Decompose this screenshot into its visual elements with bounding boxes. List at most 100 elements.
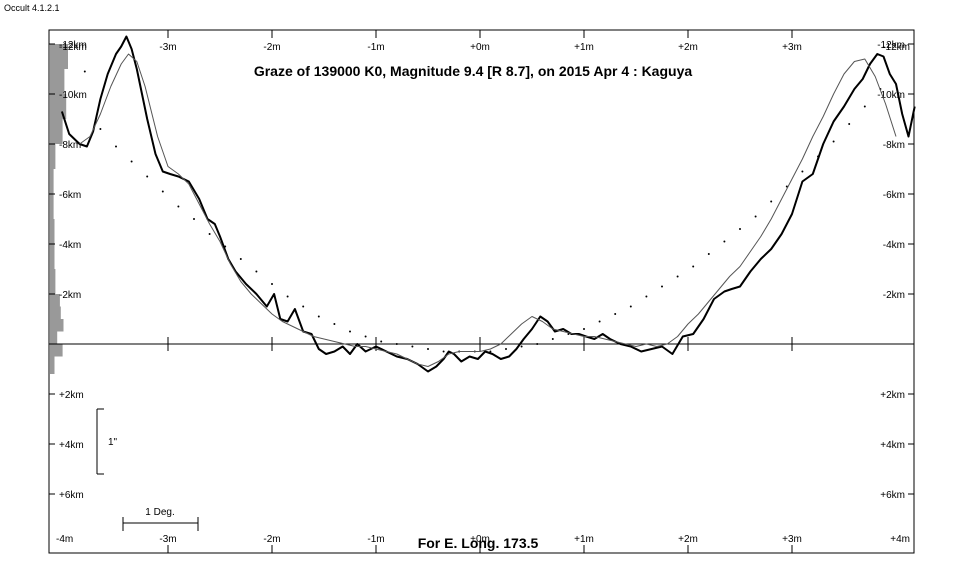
x-tick-label-bottom: -1m	[367, 534, 384, 545]
x-tick-label-top: +1m	[574, 42, 594, 53]
chart-title: Graze of 139000 K0, Magnitude 9.4 [R 8.7…	[254, 63, 693, 79]
predicted-limb-dot	[707, 253, 710, 255]
x-tick-label-top: +0m	[470, 42, 490, 53]
predicted-limb-dot	[692, 265, 695, 268]
predicted-limb-dot	[427, 348, 429, 350]
predicted-limb-dot	[333, 323, 336, 325]
predicted-limb-dot	[598, 320, 601, 323]
predicted-limb-dot	[349, 330, 351, 333]
x-tick-label-top: -1m	[367, 42, 384, 53]
y-tick-label-left: +6km	[59, 490, 84, 501]
y-tick-label-right: +2km	[880, 390, 905, 401]
y-tick-label-right: +4km	[880, 440, 905, 451]
y-tick-label-right: -12km	[877, 40, 905, 51]
chart-footer: For E. Long. 173.5	[418, 535, 539, 551]
predicted-limb-dot	[661, 285, 663, 288]
predicted-limb-dot	[489, 350, 492, 353]
predicted-limb-dot	[536, 343, 539, 345]
y-tick-label-left: -4km	[59, 240, 81, 251]
x-edge-label-top-right: -12km	[882, 42, 910, 53]
histogram-bar	[50, 331, 58, 344]
smoothed-profile-line	[79, 53, 897, 367]
histogram-bar	[50, 44, 68, 69]
x-tick-label-bottom: +3m	[782, 534, 802, 545]
predicted-limb-dot	[676, 275, 679, 278]
histogram-bar	[50, 119, 63, 144]
y-tick-label-left: -10km	[59, 90, 87, 101]
y-tick-label-right: -4km	[883, 240, 905, 251]
predicted-limb-dot	[723, 240, 726, 243]
horizontal-scale-bar: 1 Deg.	[122, 507, 199, 531]
predicted-limb-dot	[832, 140, 835, 143]
predicted-limb-dot	[770, 200, 773, 203]
x-edge-label-bottom-left: -4m	[56, 534, 73, 545]
y-tick-label-left: +4km	[59, 440, 84, 451]
histogram-bar	[50, 269, 56, 294]
predicted-limb-dot	[411, 345, 414, 348]
predicted-limb-dot	[505, 348, 507, 350]
x-tick-label-bottom: -2m	[263, 534, 280, 545]
predicted-limb-dot	[614, 313, 617, 315]
histogram-bar	[50, 194, 54, 219]
x-tick-label-top: +3m	[782, 42, 802, 53]
histogram-bar	[50, 69, 65, 94]
predicted-limb-dot	[629, 305, 632, 308]
predicted-limb-dot	[645, 295, 648, 298]
x-edge-label-bottom-right: +4m	[890, 534, 910, 545]
predicted-limb-dot	[739, 228, 741, 230]
y-tick-label-left: +2km	[59, 390, 84, 401]
horizontal-scale-label: 1 Deg.	[145, 507, 174, 518]
histogram-bar	[50, 319, 64, 332]
y-tick-label-right: -6km	[883, 190, 905, 201]
predicted-limb-dot	[302, 305, 305, 308]
predicted-limb-dot	[551, 338, 554, 340]
predicted-limb-dot	[208, 233, 211, 235]
histogram-bar	[50, 356, 55, 374]
histogram-bar	[50, 344, 63, 357]
predicted-limb-dot	[146, 175, 149, 178]
vertical-scale-label: 1"	[108, 437, 118, 448]
predicted-limb-dot	[271, 283, 273, 285]
predicted-limb-dot	[520, 345, 523, 348]
predicted-limb-dot	[255, 270, 258, 273]
y-tick-label-right: -10km	[877, 90, 905, 101]
histogram-bar	[50, 219, 55, 244]
observed-limb-profile-line	[60, 35, 916, 373]
predicted-limb-dot	[239, 258, 242, 260]
predicted-limb-dot	[380, 340, 383, 343]
histogram-bar	[50, 169, 54, 194]
x-tick-label-top: +2m	[678, 42, 698, 53]
histogram-bar	[50, 244, 55, 269]
histogram-bar	[50, 144, 56, 169]
y-tick-label-right: +6km	[880, 490, 905, 501]
x-edge-label-top-left: -12km	[59, 42, 87, 53]
predicted-limb-dot	[364, 335, 367, 338]
predicted-limb-dot	[177, 205, 180, 208]
predicted-limb-dot	[442, 350, 445, 353]
x-tick-label-bottom: +0m	[470, 534, 490, 545]
y-tick-label-left: -8km	[59, 140, 81, 151]
y-tick-label-left: -2km	[59, 290, 81, 301]
predicted-limb-dot	[161, 190, 164, 193]
predicted-limb-dot	[863, 105, 866, 108]
x-tick-label-top: -3m	[159, 42, 176, 53]
x-tick-label-top: -2m	[263, 42, 280, 53]
x-tick-label-bottom: -3m	[159, 534, 176, 545]
y-tick-label-left: -6km	[59, 190, 81, 201]
predicted-limb-dot	[130, 160, 133, 163]
predicted-limb-dot	[801, 170, 804, 173]
app-title: Occult 4.1.2.1	[4, 3, 60, 13]
histogram-bar	[50, 306, 61, 319]
profile-lines	[60, 35, 916, 373]
predicted-limb-dot	[583, 328, 585, 330]
histogram-bar	[50, 294, 60, 307]
predicted-limb-dot	[83, 70, 86, 73]
predicted-limb-dot	[286, 295, 289, 298]
predicted-limb-dot	[395, 343, 398, 345]
predicted-limb-dot	[317, 315, 320, 318]
y-tick-label-left: -12km	[59, 40, 87, 51]
vertical-scale-bar: 1"	[96, 408, 118, 475]
y-tick-label-right: -2km	[883, 290, 905, 301]
y-tick-label-right: -8km	[883, 140, 905, 151]
predicted-limb-dot	[754, 215, 757, 218]
